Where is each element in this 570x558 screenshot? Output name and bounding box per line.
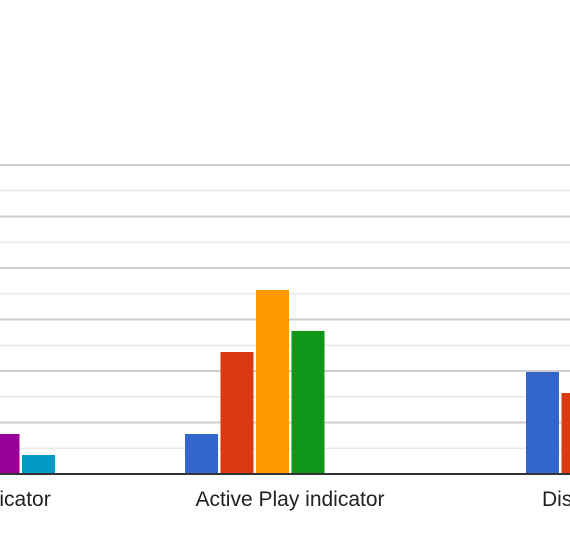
bar	[291, 331, 325, 474]
bar	[526, 372, 559, 474]
x-axis-labels: ndicator Active Play indicator Dis	[0, 488, 570, 511]
x-tick-label: Active Play indicator	[195, 488, 384, 511]
bars	[0, 290, 570, 474]
bar	[220, 352, 254, 474]
bar	[22, 455, 55, 474]
bar	[561, 393, 570, 474]
x-tick-label: ndicator	[0, 488, 51, 511]
bar	[256, 290, 289, 474]
bar	[185, 434, 218, 474]
bar	[0, 434, 20, 474]
x-tick-label: Dis	[542, 488, 570, 511]
